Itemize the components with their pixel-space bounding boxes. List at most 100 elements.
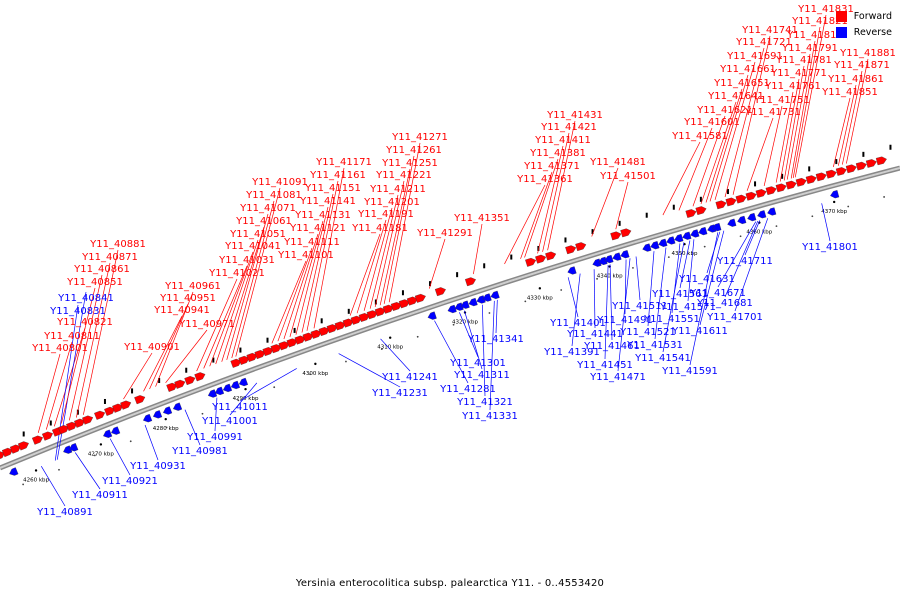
reverse-gene-block <box>727 218 737 227</box>
callout-line <box>671 243 681 314</box>
gene-label: Y11_41441 <box>566 329 623 340</box>
gene-label: Y11_41131 <box>294 210 351 221</box>
gene-label: Y11_41301 <box>449 358 506 369</box>
callout-line <box>832 97 851 168</box>
gene-label: Y11_40891 <box>36 507 93 518</box>
upper-tick <box>618 220 621 226</box>
upper-tick <box>158 378 161 384</box>
callout-line <box>464 310 483 370</box>
gene-label: Y11_41431 <box>546 110 603 121</box>
lower-dot <box>775 225 778 228</box>
gene-label: Y11_40911 <box>71 490 128 501</box>
gene-label: Y11_41811 <box>786 30 843 41</box>
callout-line <box>155 291 194 387</box>
gene-label: Y11_41501 <box>599 171 656 182</box>
forward-gene-block <box>745 191 757 201</box>
forward-gene-block <box>104 406 116 416</box>
reverse-gene-block <box>642 243 652 252</box>
callout-line <box>792 26 821 178</box>
gene-label: Y11_40991 <box>186 432 243 443</box>
lower-dot <box>596 277 598 280</box>
gene-label: Y11_41341 <box>467 334 524 345</box>
callout-line <box>313 167 345 329</box>
callout-line <box>821 203 831 242</box>
reverse-gene-block <box>103 429 113 438</box>
gene-label: Y11_41391 <box>543 347 600 358</box>
callout-line <box>537 145 564 254</box>
reverse-gene-block <box>612 252 622 261</box>
forward-gene-block <box>246 352 258 362</box>
gene-label: Y11_40961 <box>164 281 221 292</box>
reverse-gene-block <box>658 238 668 247</box>
forward-gene-block <box>795 178 807 187</box>
callout-line <box>53 327 86 427</box>
reverse-gene-block <box>143 413 153 423</box>
reverse-gene-block <box>757 210 767 219</box>
upper-tick <box>889 144 892 150</box>
upper-tick <box>537 245 540 251</box>
callout-line <box>428 238 446 289</box>
forward-gene-block <box>310 329 322 339</box>
callout-line <box>184 409 201 446</box>
gene-label: Y11_41781 <box>775 55 832 66</box>
scale-tick <box>34 469 38 472</box>
upper-tick <box>239 347 242 353</box>
gene-label: Y11_41591 <box>661 366 718 377</box>
reverse-gene-block <box>476 295 486 304</box>
callout-line <box>68 274 103 421</box>
reverse-gene-block <box>712 222 722 232</box>
upper-tick <box>49 420 52 426</box>
callout-line <box>714 61 756 200</box>
upper-tick <box>401 290 404 296</box>
forward-gene-block <box>17 441 29 451</box>
gene-label: Y11_41541 <box>634 353 691 364</box>
gene-label: Y11_41201 <box>363 197 420 208</box>
legend: Forward Reverse <box>835 8 892 40</box>
forward-gene-block <box>58 425 70 435</box>
gene-label: Y11_41421 <box>540 122 597 133</box>
lower-dot <box>524 300 527 303</box>
lower-dot <box>380 348 383 350</box>
forward-gene-block <box>735 194 747 204</box>
forward-gene-block <box>66 421 78 432</box>
gene-label: Y11_41181 <box>351 223 408 234</box>
reverse-gene-block <box>592 258 602 267</box>
gene-label: Y11_41331 <box>461 411 518 422</box>
gene-label: Y11_41221 <box>375 170 432 181</box>
callout-line <box>196 278 238 372</box>
lower-dot <box>273 386 276 389</box>
upper-tick <box>266 337 269 343</box>
gene-label: Y11_40801 <box>31 343 88 354</box>
legend-item-forward: Forward <box>835 8 892 24</box>
lower-dot <box>93 454 96 457</box>
forward-gene-block <box>270 344 282 354</box>
scale-label: 4350 kbp <box>672 251 698 257</box>
gene-label: Y11_41031 <box>218 255 275 266</box>
forward-gene-block <box>230 358 242 368</box>
gene-label: Y11_41001 <box>201 416 258 427</box>
callout-line <box>40 466 66 507</box>
forward-gene-block <box>134 395 146 405</box>
reverse-gene-block <box>737 215 747 224</box>
reverse-gene-block <box>163 406 173 415</box>
gene-label: Y11_41171 <box>315 157 372 168</box>
forward-gene-block <box>765 186 777 196</box>
callout-line <box>786 53 811 180</box>
forward-gene-block <box>41 431 53 441</box>
callout-line <box>732 35 771 195</box>
upper-tick <box>131 388 134 394</box>
gene-label: Y11_40821 <box>56 317 113 328</box>
gene-label: Y11_41651 <box>713 78 770 89</box>
callout-line <box>687 239 695 302</box>
scale-label: 4330 kbp <box>527 295 553 301</box>
callout-line <box>705 88 743 203</box>
forward-gene-block <box>715 200 727 210</box>
scale-label: 4270 kbp <box>88 451 114 457</box>
gene-label: Y11_41701 <box>706 312 763 323</box>
reverse-gene-block <box>69 443 79 452</box>
gene-label: Y11_41311 <box>453 370 510 381</box>
callout-line <box>379 168 411 306</box>
gene-label: Y11_41011 <box>211 402 268 413</box>
gene-label: Y11_40951 <box>159 293 216 304</box>
